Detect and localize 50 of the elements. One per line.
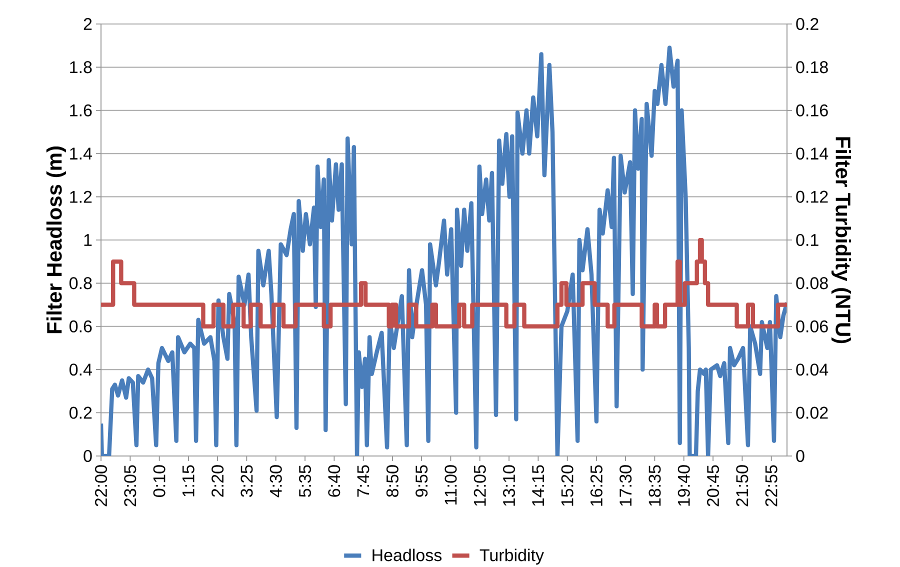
y-tick-label: 0.4 bbox=[70, 364, 92, 376]
legend-label: Headloss bbox=[372, 548, 442, 562]
x-tick-label: 23:05 bbox=[124, 465, 136, 506]
y-tick-label: 0 bbox=[84, 450, 92, 462]
x-tick-label: 11:00 bbox=[444, 465, 457, 504]
y2-tick-label: 0.08 bbox=[796, 277, 828, 290]
y-tick-label: 0.6 bbox=[70, 320, 92, 332]
x-tick-label: 2:20 bbox=[212, 465, 224, 497]
y-tick-label: 0.8 bbox=[70, 277, 92, 290]
y-tick-label: 1.6 bbox=[70, 104, 92, 116]
y2-tick-label: 0.1 bbox=[796, 234, 818, 246]
x-tick-label: 5:35 bbox=[298, 465, 312, 497]
x-tick-label: 17:30 bbox=[620, 465, 632, 506]
y-tick-label: 2 bbox=[84, 18, 92, 30]
y2-tick-label: 0.16 bbox=[796, 104, 828, 116]
y-tick-label: 0.2 bbox=[70, 406, 92, 419]
legend-label: Turbidity bbox=[480, 548, 544, 565]
x-tick-label: 7:45 bbox=[357, 465, 370, 497]
y2-tick-label: 0.02 bbox=[796, 406, 828, 419]
x-tick-label: 16:25 bbox=[590, 465, 602, 506]
x-tick-label: 12:05 bbox=[474, 465, 486, 506]
y2-axis-title: Filter Turbidity (NTU) bbox=[831, 137, 852, 344]
x-tick-label: 19:40 bbox=[678, 465, 690, 506]
x-tick-label: 15:20 bbox=[561, 465, 574, 506]
y2-tick-label: 0 bbox=[796, 450, 804, 462]
y2-tick-label: 0.04 bbox=[796, 364, 828, 376]
x-tick-label: 6:40 bbox=[328, 465, 340, 497]
y2-tick-label: 0.18 bbox=[796, 61, 828, 74]
x-tick-label: 1:15 bbox=[182, 465, 194, 496]
y2-tick-label: 0.2 bbox=[796, 18, 818, 30]
y-tick-label: 1.8 bbox=[70, 61, 92, 74]
y-tick-label: 1.2 bbox=[70, 190, 92, 203]
x-tick-label: 3:25 bbox=[240, 465, 253, 497]
y-tick-label: 1.4 bbox=[70, 148, 92, 160]
x-tick-label: 14:15 bbox=[532, 465, 544, 506]
y2-tick-label: 0.12 bbox=[796, 190, 828, 203]
y2-tick-label: 0.06 bbox=[796, 320, 828, 332]
x-tick-label: 18:35 bbox=[648, 465, 661, 506]
x-tick-label: 9:55 bbox=[416, 465, 428, 497]
x-tick-label: 4:30 bbox=[270, 465, 282, 498]
x-tick-label: 0:10 bbox=[153, 465, 166, 497]
x-tick-label: 21:50 bbox=[736, 465, 748, 506]
x-tick-label: 22:00 bbox=[94, 465, 108, 506]
y2-tick-label: 0.14 bbox=[796, 148, 828, 160]
y-tick-label: 1 bbox=[84, 234, 92, 246]
x-tick-label: 13:10 bbox=[502, 465, 516, 506]
x-tick-label: 22:55 bbox=[765, 465, 778, 506]
x-tick-label: 20:45 bbox=[707, 465, 720, 506]
y-axis-title: Filter Headloss (m) bbox=[46, 146, 66, 334]
x-tick-label: 8:50 bbox=[386, 465, 398, 497]
